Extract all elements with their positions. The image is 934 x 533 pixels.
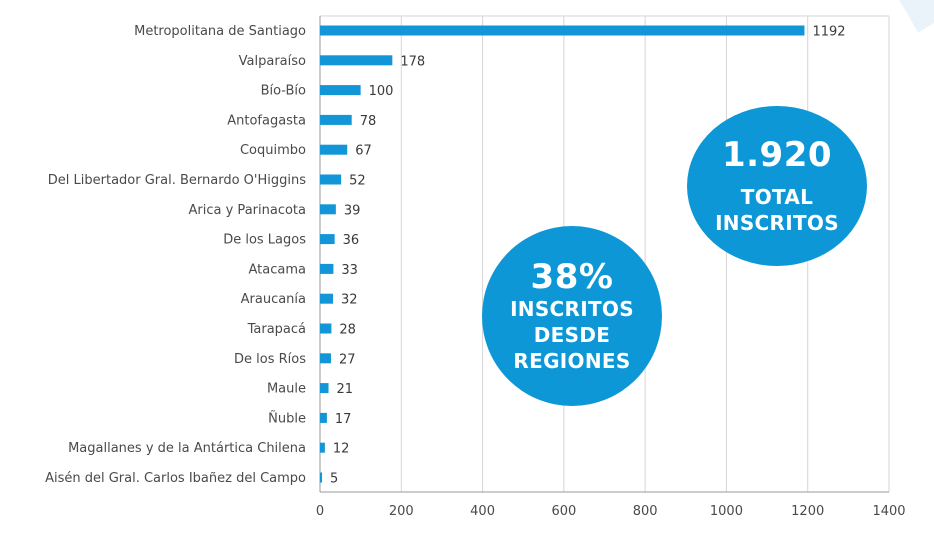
category-label: Aisén del Gral. Carlos Ibañez del Campo (45, 471, 306, 486)
bar (320, 293, 334, 304)
x-tick-label: 1000 (710, 504, 743, 519)
total-value: 1.920 (721, 135, 833, 175)
x-tick-label: 1400 (872, 504, 905, 519)
category-label: Tarapacá (247, 322, 306, 337)
category-label: De los Lagos (223, 233, 306, 248)
category-label: Araucanía (241, 292, 306, 307)
category-label: Ñuble (268, 410, 306, 426)
bar (320, 55, 393, 66)
category-label: Valparaíso (239, 54, 306, 69)
category-label: Bío-Bío (261, 84, 306, 99)
category-label: Arica y Parinacota (189, 203, 306, 218)
regions-value: 38% (530, 257, 614, 297)
data-label: 12 (333, 442, 350, 457)
regions-percent-callout: 38% INSCRITOS DESDE REGIONES (482, 226, 662, 406)
data-label: 33 (341, 263, 358, 278)
data-label: 17 (335, 412, 352, 427)
category-label: De los Ríos (234, 352, 306, 367)
data-label: 36 (343, 233, 360, 248)
total-registrants-callout: 1.920 TOTAL INSCRITOS (687, 106, 867, 266)
data-label: 52 (349, 174, 366, 189)
category-label: Metropolitana de Santiago (134, 24, 306, 39)
category-label: Maule (267, 382, 306, 397)
data-label: 5 (330, 472, 338, 487)
data-label: 32 (341, 293, 358, 308)
x-tick-label: 200 (389, 504, 414, 519)
category-label: Del Libertador Gral. Bernardo O'Higgins (48, 173, 306, 188)
bar (320, 323, 332, 334)
regions-label-line3: REGIONES (513, 349, 631, 373)
regions-label-line1: INSCRITOS (510, 297, 634, 321)
bar (320, 234, 335, 245)
data-label: 100 (369, 84, 394, 99)
regions-label-line2: DESDE (533, 323, 611, 347)
data-label: 27 (339, 352, 356, 367)
data-label: 178 (400, 54, 425, 69)
x-tick-label: 600 (551, 504, 576, 519)
bar (320, 25, 805, 36)
bar (320, 412, 327, 423)
data-label: 1192 (812, 25, 845, 40)
data-label: 67 (355, 144, 372, 159)
total-label-line2: INSCRITOS (715, 211, 839, 235)
data-label: 21 (337, 382, 354, 397)
x-tick-label: 800 (633, 504, 658, 519)
category-label: Magallanes y de la Antártica Chilena (68, 441, 306, 456)
bar (320, 85, 361, 96)
category-label: Antofagasta (227, 113, 306, 128)
x-tick-label: 1200 (791, 504, 824, 519)
bar (320, 144, 348, 155)
total-label-line1: TOTAL (740, 185, 814, 209)
bar (320, 353, 331, 364)
category-label: Coquimbo (240, 143, 306, 158)
data-label: 28 (339, 323, 356, 338)
x-tick-label: 400 (470, 504, 495, 519)
bar (320, 114, 352, 125)
data-label: 78 (360, 114, 377, 129)
bar (320, 174, 342, 185)
bar (320, 204, 336, 215)
x-tick-label: 0 (316, 504, 324, 519)
bar (320, 383, 329, 394)
category-label: Atacama (249, 262, 306, 277)
bar (320, 263, 334, 274)
data-label: 39 (344, 203, 361, 218)
bar (320, 472, 323, 483)
bar (320, 442, 325, 453)
